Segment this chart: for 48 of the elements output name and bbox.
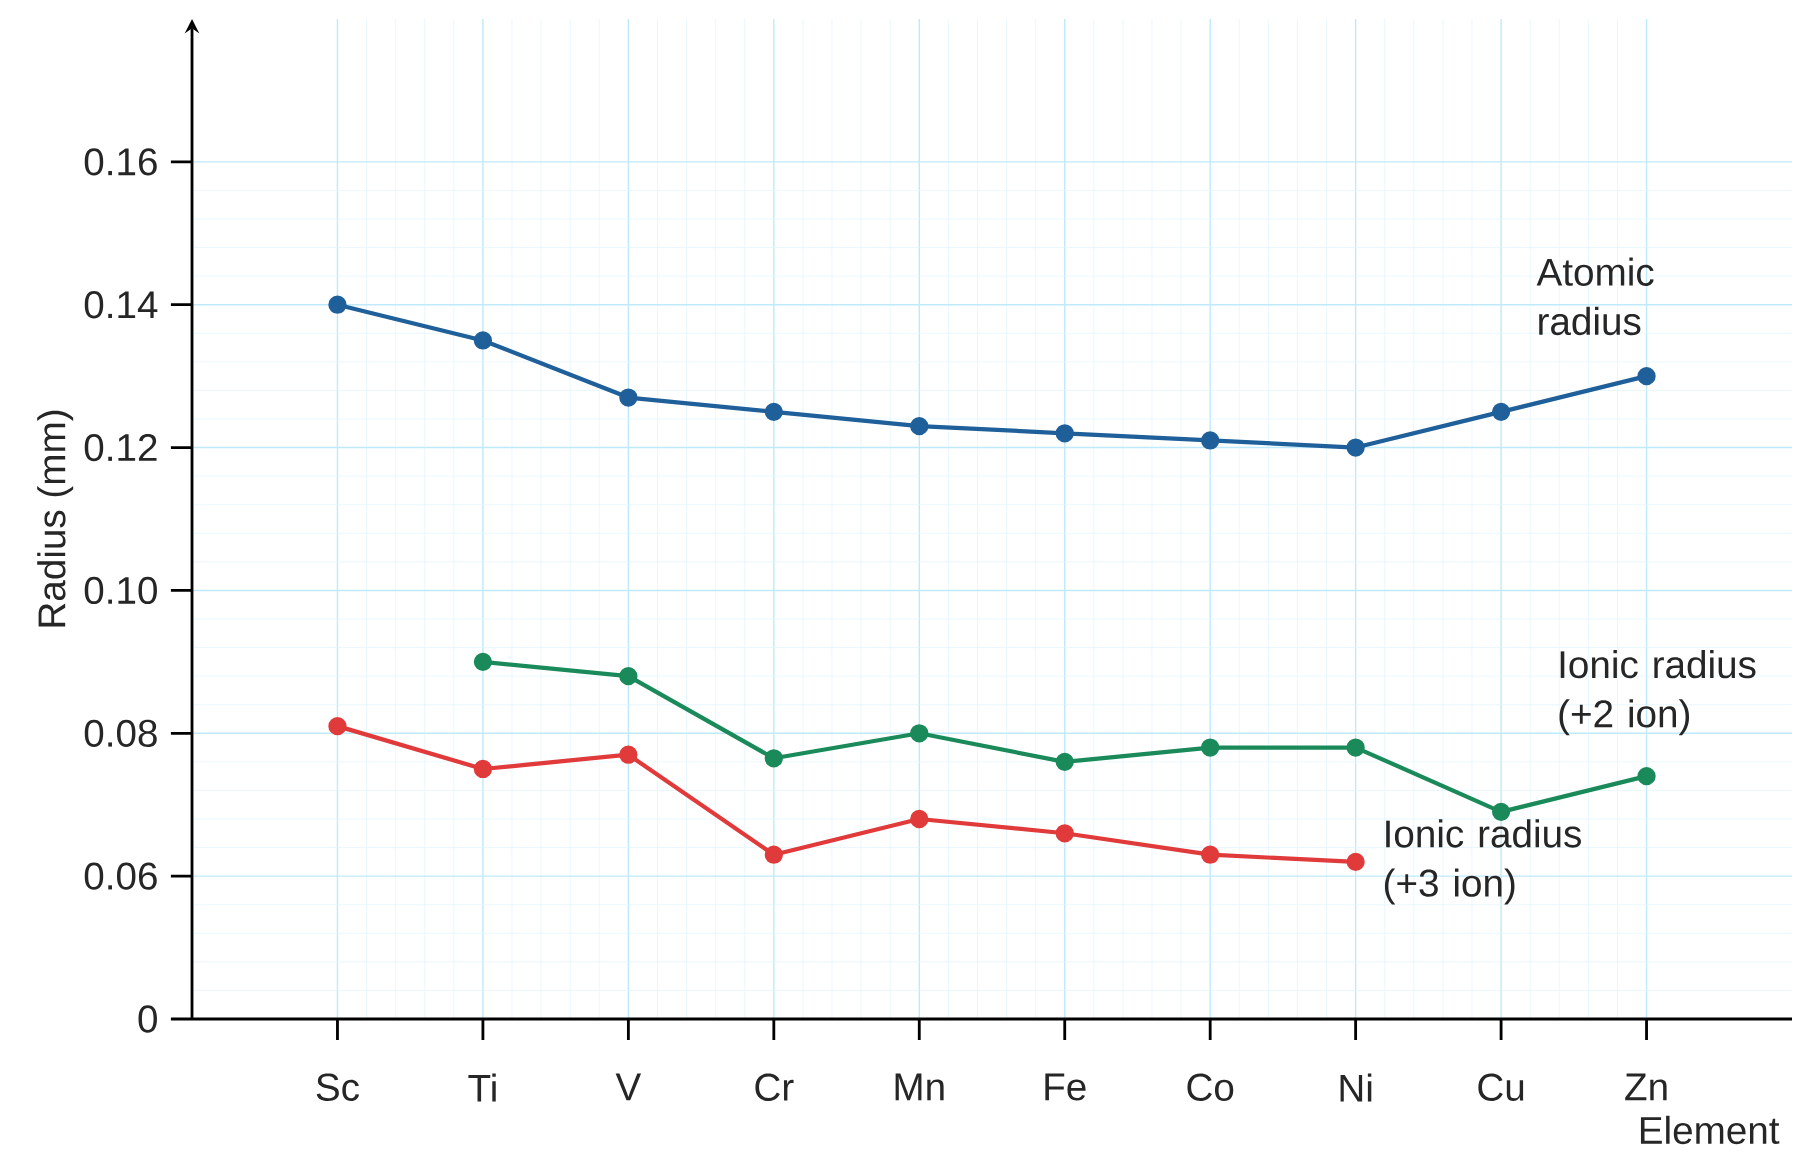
point (473, 652, 493, 671)
x-tick-label: Cu (1478, 1073, 1524, 1101)
point (1346, 438, 1365, 457)
point (619, 667, 638, 686)
point (328, 295, 347, 314)
x-tick-label: V (615, 1073, 642, 1101)
point (764, 402, 783, 421)
point (1055, 752, 1074, 771)
point (1346, 738, 1365, 757)
point (764, 749, 783, 768)
y-tick-label: 0.08 (84, 719, 157, 747)
y-tick-label: 0.06 (84, 862, 157, 890)
point (1637, 366, 1656, 386)
point (764, 845, 783, 864)
y-tick-label: 0.14 (84, 291, 158, 319)
y-tick-label: 0 (138, 1005, 157, 1033)
point (473, 331, 493, 350)
point (328, 716, 347, 736)
y-axis-title: Radius (mm) (37, 410, 74, 627)
point (619, 745, 638, 764)
y-tick-label: 0.16 (84, 148, 157, 176)
point (1201, 738, 1220, 757)
x-axis-title: Element (1640, 1115, 1780, 1145)
series-label: Ionic radius (+2 ion) (1559, 649, 1756, 736)
x-tick-label: Zn (1625, 1073, 1667, 1101)
x-tick-label: Ni (1340, 1073, 1372, 1102)
point (1055, 824, 1074, 843)
point (1491, 402, 1511, 421)
point (1346, 852, 1365, 871)
x-tick-label: Ti (468, 1073, 496, 1102)
point (1201, 845, 1220, 864)
point (910, 724, 929, 743)
x-tick-label: Co (1187, 1073, 1234, 1101)
point (1637, 766, 1656, 786)
point (473, 759, 493, 779)
point (1055, 424, 1074, 443)
point (910, 809, 929, 829)
y-tick-label: 0.10 (84, 576, 157, 605)
x-tick-label: Fe (1045, 1073, 1086, 1101)
point (910, 417, 929, 436)
x-tick-label: Cr (755, 1073, 794, 1101)
series-label: Ionic radius (+3 ion) (1384, 819, 1581, 905)
point (619, 388, 638, 407)
x-tick-label: Mn (895, 1073, 944, 1101)
point (1201, 431, 1220, 450)
y-tick-label: 0.12 (84, 433, 157, 462)
x-tick-label: Sc (316, 1073, 359, 1101)
series-label: Atomic radius (1536, 257, 1654, 336)
